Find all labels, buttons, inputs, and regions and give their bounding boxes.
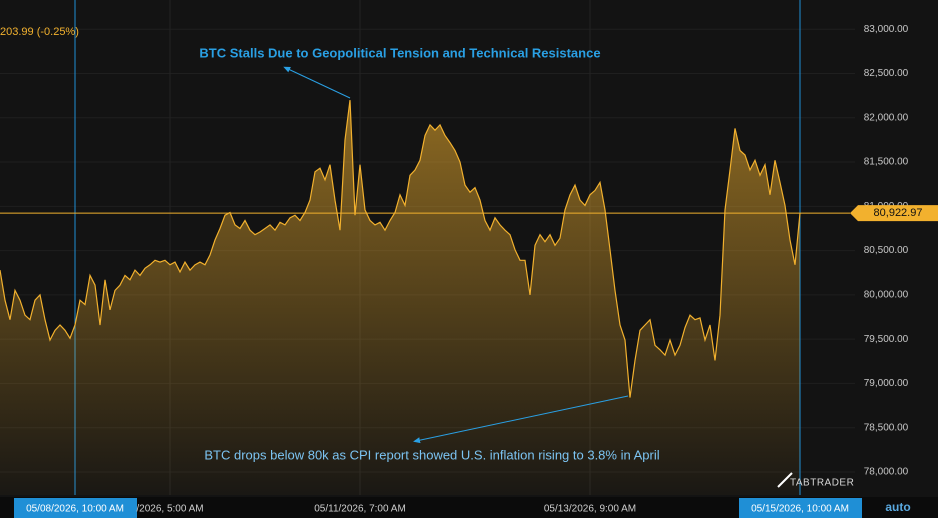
x-tick-highlight <box>14 498 137 518</box>
annotation: BTC Stalls Due to Geopolitical Tension a… <box>199 45 600 60</box>
y-tick-label: 80,000.00 <box>864 290 909 301</box>
y-tick-label: 79,000.00 <box>864 378 909 389</box>
brand-icon <box>777 472 793 488</box>
x-tick-label: 05/13/2026, 9:00 AM <box>544 504 636 515</box>
current-price-tag <box>850 205 938 222</box>
annotation-arrow <box>413 395 629 444</box>
y-tick-label: 82,000.00 <box>864 112 909 123</box>
x-tick-label: 05/11/2026, 7:00 AM <box>314 504 406 515</box>
x-tick-label: 05/08/2026, 10:00 AM <box>26 504 124 515</box>
x-tick-label: /2026, 5:00 AM <box>136 504 203 515</box>
current-price-label: 80,922.97 <box>874 207 923 219</box>
x-tick-highlight <box>739 498 862 518</box>
y-tick-label: 78,500.00 <box>864 422 909 433</box>
y-tick-label: 80,500.00 <box>864 245 909 256</box>
annotation-arrow <box>283 66 351 99</box>
area-fill <box>0 100 800 495</box>
annotation: BTC drops below 80k as CPI report showed… <box>204 447 659 462</box>
change-text: 203.99 (-0.25%) <box>0 26 79 38</box>
y-tick-label: 79,500.00 <box>864 334 909 345</box>
price-line <box>0 100 801 398</box>
x-tick-label: 05/15/2026, 10:00 AM <box>751 504 849 515</box>
x-axis-bar <box>0 497 938 518</box>
scale-mode[interactable]: auto <box>885 500 910 514</box>
y-tick-label: 83,000.00 <box>864 24 909 35</box>
y-tick-label: 81,500.00 <box>864 157 909 168</box>
y-tick-label: 78,000.00 <box>864 467 909 478</box>
brand: TABTRADER <box>790 478 854 489</box>
y-tick-label: 82,500.00 <box>864 68 909 79</box>
